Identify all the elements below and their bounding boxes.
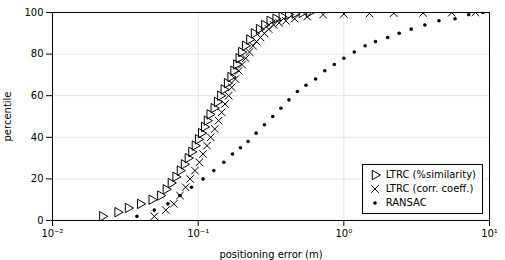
svg-text:40: 40 — [31, 132, 44, 143]
svg-text:0: 0 — [37, 215, 43, 226]
svg-text:80: 80 — [31, 48, 44, 59]
svg-text:10⁻²: 10⁻² — [41, 228, 63, 239]
svg-text:percentile: percentile — [2, 91, 13, 141]
svg-text:100: 100 — [24, 7, 43, 18]
html-text:RANSAC: RANSAC — [385, 197, 427, 208]
svg-text:60: 60 — [31, 90, 44, 101]
svg-text:10⁰: 10⁰ — [335, 228, 352, 239]
svg-text:10⁻¹: 10⁻¹ — [187, 228, 209, 239]
svg-text:20: 20 — [31, 173, 44, 184]
svg-text:10¹: 10¹ — [481, 228, 498, 239]
html-text:LTRC (corr. coeff.): LTRC (corr. coeff.) — [385, 183, 474, 194]
svg-text:positioning error (m): positioning error (m) — [219, 249, 322, 260]
html-text:LTRC (%similarity): LTRC (%similarity) — [385, 169, 476, 180]
